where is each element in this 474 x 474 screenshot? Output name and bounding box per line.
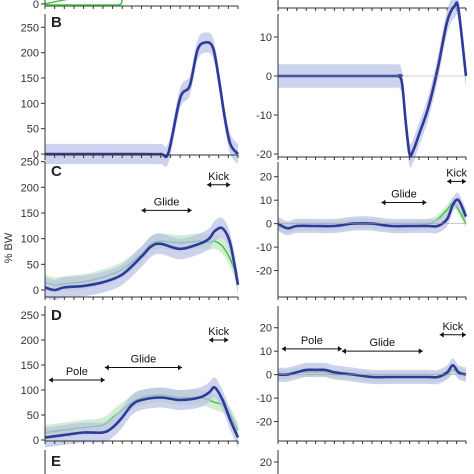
D-right-series-blue-line [277,364,467,379]
D-left-y-tick-label: 50 [27,410,39,422]
B-right-y-tick-label: -20 [256,149,272,161]
C-right-y-tick-label: -10 [256,242,272,254]
annotation-arrowhead [381,199,386,206]
B-right-axes: -20 -10 0 10 [256,14,467,161]
annotation-label-kick: Kick [442,321,463,333]
C-left-series-blue-band [45,217,238,301]
annotation-arrowhead [48,377,53,383]
A-left-axes: 0 [33,0,239,11]
annotation-arrowhead [209,337,214,343]
annotation-arrowhead [226,181,231,188]
D-right-y-tick-label: -10 [256,393,272,405]
A-left-series-green-line [44,0,69,5]
C-left-y-tick-label: 250 [21,157,39,169]
B-left-y-tick-label: 50 [27,124,39,136]
D-right-y-tick-label: 0 [266,370,272,382]
B-right-y-tick-label: 0 [266,71,272,83]
C-right-series-blue-band [278,192,466,236]
C-right-y-tick-label: 0 [266,219,272,231]
C-right-annotations: Glide Kick [381,167,467,206]
D-left-y-tick-label: 250 [21,310,39,322]
annotation-arrowhead [141,207,146,214]
panel-letter-c: C [51,163,62,180]
annotation-arrowhead [178,364,183,371]
D-left-series-blue-band [45,377,238,448]
A-right-axes [277,0,467,11]
C-right-y-tick-label: -20 [256,266,272,278]
D-left-y-tick-label: 0 [33,435,39,447]
annotation-arrowhead [462,178,466,185]
D-right-annotations: Pole Glide Kick [281,321,466,354]
annotation-arrowhead [104,364,109,371]
D-left-y-tick-label: 150 [21,360,39,372]
B-left-y-tick-label: 150 [21,73,39,85]
annotation-arrowhead [187,207,192,214]
B-left-y-tick-label: 0 [33,149,39,161]
B-left-series-blue-line [44,41,240,159]
annotation-label-glide: Glide [154,196,180,208]
annotation-arrowhead [224,337,229,343]
C-left-y-tick-label: 100 [21,234,39,246]
B-right-y-tick-label: 10 [260,32,272,44]
D-left-axes: 0 50 100 150 200 250 [21,306,239,447]
annotation-label-kick: Kick [446,167,467,179]
annotation-arrowhead [462,331,466,338]
D-right-series-blue-band [278,358,466,385]
C-right-axes: -20 -10 0 10 20 [256,162,467,300]
D-right-y-tick-label: 20 [260,323,272,335]
C-left-axes: 0 50 100 150 200 250 [21,157,239,300]
D-right-y-tick-label: 10 [260,346,272,358]
annotation-label-kick: Kick [208,171,229,183]
B-right-y-tick-label: -10 [256,110,272,122]
C-right-y-tick-label: 20 [260,172,272,184]
panel-letter-d: D [51,307,62,324]
C-left-series-blue-line [44,226,240,292]
annotation-arrowhead [447,178,452,185]
A-left-series-green-line [45,0,123,6]
annotation-arrowhead [418,348,423,354]
C-right-y-tick-label: 10 [260,195,272,207]
annotation-arrowhead [207,181,212,188]
annotation-label-pole: Pole [301,335,323,347]
D-left-y-tick-label: 100 [21,385,39,397]
annotation-label-glide: Glide [131,354,157,366]
A-left-y-tick-label: 0 [33,0,39,11]
annotation-arrowhead [337,346,342,352]
y-axis-label: % BW [3,232,15,263]
C-left-annotations: Glide Kick [141,171,231,214]
annotation-label-kick: Kick [208,326,229,338]
annotation-label-glide: Glide [391,189,417,201]
annotation-arrowhead [341,348,346,354]
annotation-arrowhead [422,199,427,206]
D-left-series-blue-line [44,386,240,439]
C-left-y-tick-label: 200 [21,182,39,194]
annotation-arrowhead [281,346,286,352]
B-left-y-tick-label: 250 [21,22,39,34]
panel-letter-b: B [51,14,62,31]
annotation-label-pole: Pole [66,366,88,378]
D-right-y-tick-label: -20 [256,417,272,429]
D-right-axes: -20 -10 0 10 20 [256,306,467,444]
B-left-y-tick-label: 100 [21,98,39,110]
annotation-label-glide: Glide [369,337,395,349]
C-right-series-blue-line [277,198,468,230]
C-left-y-tick-label: 0 [33,285,39,297]
E-right-axes: 20 [260,450,279,474]
D-left-y-tick-label: 200 [21,335,39,347]
annotation-arrowhead [100,377,105,383]
B-left-y-tick-label: 200 [21,48,39,60]
E-right-y-tick-label: 20 [260,457,272,469]
C-left-y-tick-label: 150 [21,208,39,220]
B-right-series-blue-band [278,0,466,168]
annotation-arrowhead [439,331,444,338]
C-left-y-tick-label: 50 [27,259,39,271]
B-left-axes: 0 50 100 150 200 250 [21,14,239,161]
panel-letter-e: E [51,453,61,470]
B-left-series-blue-band [45,32,238,168]
D-left-annotations: Pole Glide Kick [48,326,230,383]
